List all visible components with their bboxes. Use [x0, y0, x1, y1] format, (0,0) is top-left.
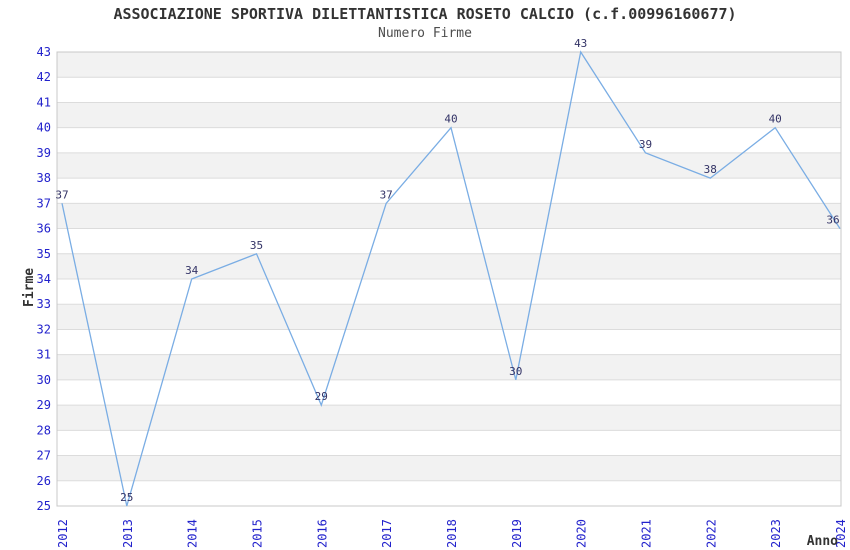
x-tick-label: 2013	[121, 519, 135, 548]
x-tick-label: 2022	[704, 519, 718, 548]
x-tick-label: 2019	[510, 519, 524, 548]
y-tick-label: 39	[37, 146, 51, 160]
data-point-label: 39	[639, 138, 652, 151]
grid-band	[57, 405, 841, 431]
grid-band	[57, 102, 841, 128]
data-point-label: 40	[444, 113, 457, 126]
data-point-label: 35	[250, 239, 263, 252]
data-point-label: 36	[826, 214, 839, 227]
y-tick-label: 31	[37, 348, 51, 362]
data-point-label: 37	[55, 188, 68, 201]
plot-border	[56, 51, 842, 507]
x-tick-label: 2021	[640, 519, 654, 548]
data-point-label: 29	[315, 390, 328, 403]
grid-band	[57, 52, 841, 78]
y-axis-label: Firme	[22, 268, 37, 307]
grid-band	[57, 203, 841, 229]
x-tick-label: 2014	[186, 519, 200, 548]
grid-band	[57, 354, 841, 380]
grid-band	[57, 455, 841, 481]
y-tick-label: 32	[37, 322, 51, 336]
grid-band	[57, 152, 841, 179]
y-tick-label: 40	[37, 121, 51, 135]
y-tick-label: 33	[37, 297, 51, 311]
data-point-label: 37	[380, 188, 393, 201]
grid-band	[57, 304, 841, 330]
y-tick-label: 35	[37, 247, 51, 261]
y-tick-label: 34	[37, 272, 51, 286]
x-axis-label: Anno	[807, 534, 838, 549]
y-tick-label: 41	[37, 95, 51, 109]
y-tick-label: 26	[37, 474, 51, 488]
y-tick-label: 37	[37, 196, 51, 210]
x-tick-label: 2017	[380, 519, 394, 548]
data-point-label: 30	[509, 365, 522, 378]
y-tick-label: 42	[37, 70, 51, 84]
data-point-label: 34	[185, 264, 199, 277]
x-tick-label: 2012	[56, 519, 70, 548]
x-tick-label: 2016	[315, 519, 329, 548]
y-tick-label: 43	[37, 45, 51, 59]
x-tick-label: 2023	[769, 519, 783, 548]
data-point-label: 43	[574, 37, 587, 50]
series-line	[61, 50, 841, 507]
grid-band	[57, 253, 841, 279]
data-point-label: 40	[769, 113, 782, 126]
y-tick-label: 38	[37, 171, 51, 185]
chart-title: ASSOCIAZIONE SPORTIVA DILETTANTISTICA RO…	[113, 5, 737, 23]
data-point-label: 38	[704, 163, 717, 176]
x-tick-label: 2024	[834, 519, 848, 548]
y-tick-label: 36	[37, 222, 51, 236]
y-tick-label: 25	[37, 499, 51, 513]
y-tick-label: 29	[37, 398, 51, 412]
y-tick-label: 30	[37, 373, 51, 387]
y-tick-label: 28	[37, 423, 51, 437]
y-tick-label: 27	[37, 449, 51, 463]
x-tick-label: 2018	[445, 519, 459, 548]
data-point-label: 25	[120, 491, 133, 504]
x-tick-label: 2015	[251, 519, 265, 548]
chart-subtitle: Numero Firme	[378, 26, 472, 41]
x-tick-label: 2020	[575, 519, 589, 548]
